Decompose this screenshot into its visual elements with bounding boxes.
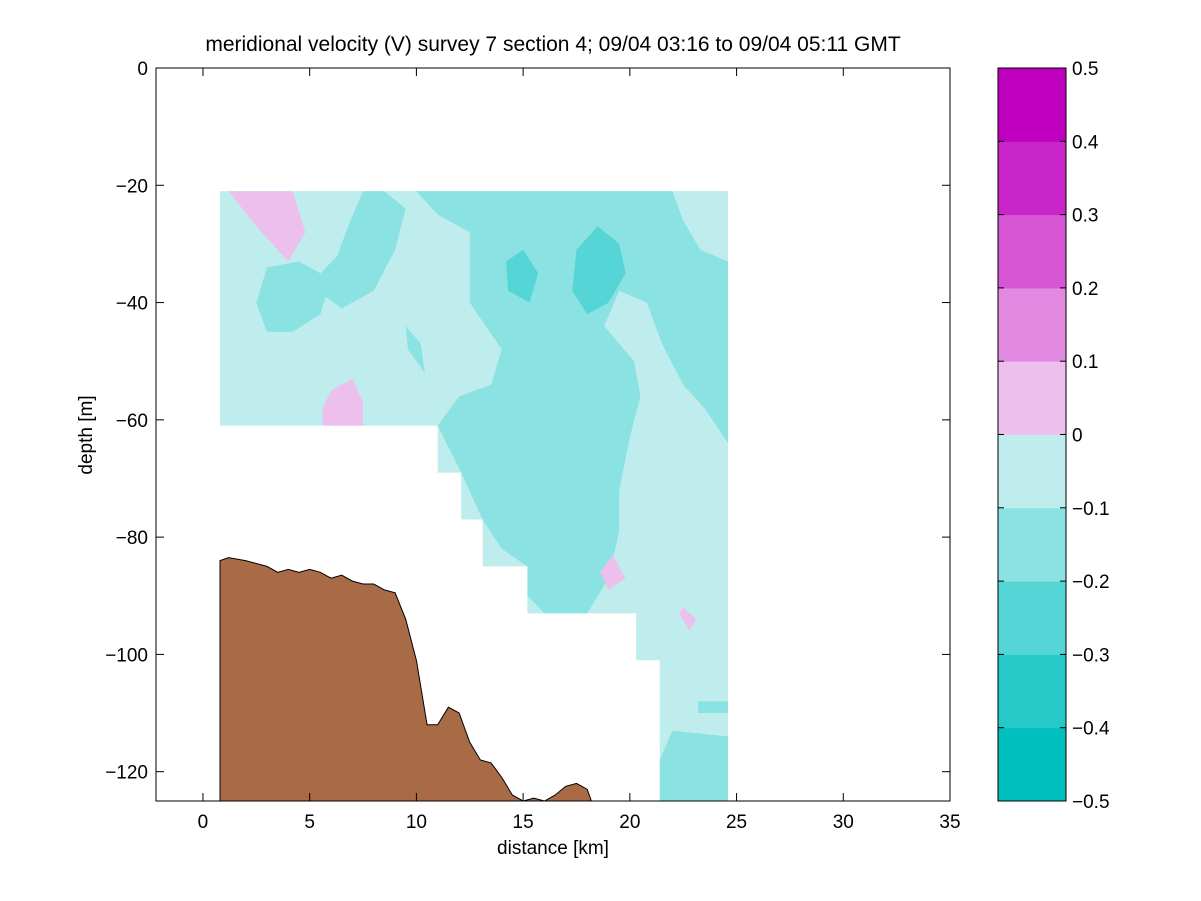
colorbar-tick-label: −0.4: [1072, 719, 1110, 740]
chart-title: meridional velocity (V) survey 7 section…: [205, 33, 900, 56]
colorbar-tick-label: 0.1: [1072, 352, 1098, 373]
contour-region-4: [659, 730, 728, 801]
colorbar-swatch: [998, 727, 1066, 802]
x-tick-label: 20: [619, 812, 640, 833]
contour-region-11: [678, 607, 696, 631]
colorbar-tick-label: −0.5: [1072, 792, 1110, 813]
colorbar-swatch: [998, 581, 1066, 655]
colorbar-swatch: [998, 214, 1066, 289]
colorbar-tick-label: 0.2: [1072, 279, 1098, 300]
contour-region-1: [309, 191, 406, 309]
colorbar-tick-label: −0.1: [1072, 499, 1110, 520]
contour-regions: [228, 191, 728, 801]
y-tick-label: −100: [105, 645, 148, 666]
x-tick-label: 10: [406, 812, 427, 833]
x-axis-title: distance [km]: [497, 838, 609, 859]
plot-frame: [155, 67, 951, 802]
colorbar-swatch: [998, 68, 1066, 142]
contour-region-5: [698, 701, 728, 713]
y-tick-label: −20: [116, 176, 148, 197]
y-tick-label: 0: [137, 59, 148, 80]
colorbar-tick-label: 0.4: [1072, 132, 1099, 153]
contour-region-2: [256, 261, 331, 332]
colorbar-tick-label: 0.5: [1072, 59, 1098, 80]
contour-region-3: [405, 326, 425, 373]
colorbar-tick-label: 0: [1072, 426, 1083, 447]
contour-region-6: [572, 226, 626, 315]
axes: 0 5 10 15 20 25 30 35 0 −20 −40 −60 −80 −100 −120: [105, 59, 960, 833]
x-tick-label: 15: [513, 812, 534, 833]
colorbar-tick-label: −0.3: [1072, 645, 1110, 666]
y-tick-label: −60: [116, 411, 148, 432]
contour-region-8: [228, 191, 306, 262]
colorbar-tick-label: 0.3: [1072, 206, 1098, 227]
colorbar-swatch: [998, 361, 1066, 435]
y-axis-title: depth [m]: [76, 395, 97, 474]
colorbar: −0.5 −0.4 −0.3 −0.2 −0.1 0 0.1 0.2 0.3 0.4 0.5: [997, 59, 1110, 813]
y-tick-label: −40: [116, 294, 148, 315]
contour-region-7: [506, 249, 539, 303]
contour-region-10: [600, 554, 626, 590]
colorbar-swatch: [998, 287, 1066, 362]
x-tick-label: 30: [833, 812, 854, 833]
y-tick-label: −80: [116, 528, 148, 549]
colorbar-swatch: [998, 654, 1066, 729]
colorbar-swatch: [998, 141, 1066, 216]
x-tick-label: 0: [198, 812, 209, 833]
colorbar-swatch: [998, 434, 1066, 509]
x-tick-label: 5: [304, 812, 315, 833]
colorbar-swatch: [998, 507, 1066, 582]
y-tick-label: −120: [105, 763, 148, 784]
x-tick-label: 25: [726, 812, 747, 833]
x-tick-label: 35: [939, 812, 960, 833]
colorbar-tick-label: −0.2: [1072, 572, 1110, 593]
contour-region-0: [416, 191, 728, 614]
contour-region-9: [322, 378, 363, 426]
